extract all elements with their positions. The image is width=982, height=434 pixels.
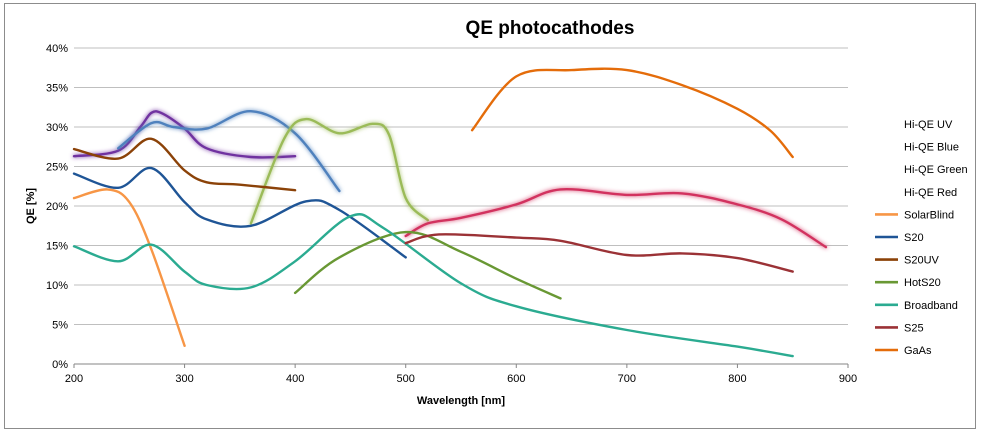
series-line-broadband bbox=[72, 213, 794, 358]
x-tick-label: 900 bbox=[839, 373, 857, 385]
x-tick-label: 300 bbox=[175, 373, 193, 385]
y-axis-title: QE [%] bbox=[25, 188, 37, 224]
series-line-hi-qe-blue bbox=[117, 109, 341, 193]
series-line-hi-qe-green bbox=[249, 117, 429, 225]
y-tick-label: 10% bbox=[46, 280, 68, 292]
y-tick-label: 40% bbox=[46, 43, 68, 55]
y-tick-label: 20% bbox=[46, 201, 68, 213]
x-tick-label: 600 bbox=[507, 373, 525, 385]
y-tick-label: 15% bbox=[46, 241, 68, 253]
series-line-solarblind bbox=[72, 188, 186, 347]
chart-title: QE photocathodes bbox=[466, 18, 635, 39]
series-line-gaas bbox=[470, 67, 794, 159]
x-tick-label: 500 bbox=[397, 373, 415, 385]
y-tick-label: 35% bbox=[46, 83, 68, 95]
series-line-hi-qe-uv bbox=[72, 110, 297, 159]
y-tick-label: 30% bbox=[46, 122, 68, 134]
legend-label-s25: S25 bbox=[904, 322, 924, 334]
y-tick-label: 25% bbox=[46, 162, 68, 174]
series-lines bbox=[72, 67, 828, 358]
legend-label-s20: S20 bbox=[904, 232, 924, 244]
legend-label-hi-qe-red: Hi-QE Red bbox=[904, 187, 957, 199]
legend-label-hi-qe-uv: Hi-QE UV bbox=[904, 119, 953, 131]
legend-label-hots20: HotS20 bbox=[904, 277, 941, 289]
series-line-hots20 bbox=[293, 230, 562, 300]
legend-label-s20uv: S20UV bbox=[904, 255, 940, 267]
legend-label-hi-qe-green: Hi-QE Green bbox=[904, 164, 968, 176]
x-axis-title: Wavelength [nm] bbox=[417, 395, 506, 407]
y-axis: 0% 5% 10% 15% 20% 25% 30% 35% 40% bbox=[46, 43, 68, 371]
legend-label-hi-qe-blue: Hi-QE Blue bbox=[904, 142, 959, 154]
x-axis: 200 300 400 500 600 700 800 900 bbox=[65, 364, 857, 385]
x-tick-label: 400 bbox=[286, 373, 304, 385]
x-tick-label: 200 bbox=[65, 373, 83, 385]
series-line-s25 bbox=[404, 233, 794, 273]
y-tick-label: 0% bbox=[52, 359, 68, 371]
x-tick-label: 700 bbox=[618, 373, 636, 385]
series-line-s20 bbox=[72, 166, 407, 259]
y-tick-label: 5% bbox=[52, 320, 68, 332]
series-line-hi-qe-red bbox=[404, 187, 828, 249]
legend-label-gaas: GaAs bbox=[904, 345, 932, 357]
chart-frame bbox=[4, 3, 976, 429]
series-line-s20uv bbox=[72, 137, 297, 192]
legend-label-broadband: Broadband bbox=[904, 300, 958, 312]
legend-label-solarblind: SolarBlind bbox=[904, 209, 954, 221]
legend: Hi-QE UV Hi-QE Blue Hi-QE Green Hi-QE Red So… bbox=[875, 119, 968, 357]
x-tick-label: 800 bbox=[728, 373, 746, 385]
grid-lines bbox=[74, 47, 848, 365]
